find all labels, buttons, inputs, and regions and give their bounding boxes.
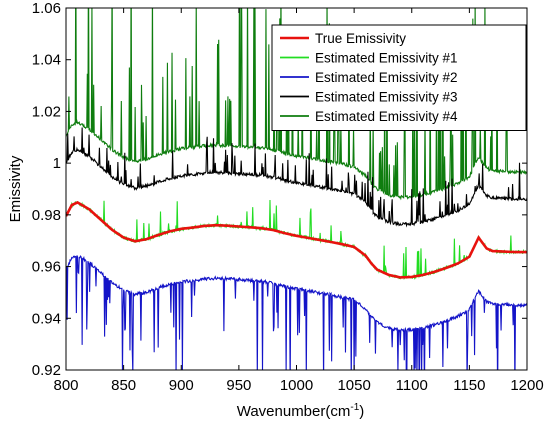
y-tick-label: 1.04 (32, 52, 61, 69)
x-axis-title: Wavenumber(cm-1) (237, 402, 365, 420)
legend-label: Estimated Emissivity #2 (315, 70, 458, 85)
series-line-estimated-2 (66, 255, 527, 370)
y-tick-label: 0.94 (32, 310, 61, 327)
x-tick-label: 1100 (396, 377, 428, 394)
y-axis-title: Emissivity (7, 155, 24, 222)
axis-ticks: 800 850 900 950 1000 1050 1100 1150 1200 0.92 0.94… (32, 0, 544, 394)
y-tick-label: 0.98 (32, 207, 61, 224)
legend-label: True Emissivity (315, 31, 406, 46)
series-line-estimated-1 (66, 200, 527, 281)
x-tick-label: 1150 (453, 377, 485, 394)
y-tick-label: 0.92 (32, 362, 61, 379)
legend-label: Estimated Emissivity #3 (315, 90, 458, 105)
y-tick-label: 1.06 (32, 0, 61, 17)
x-tick-label: 850 (111, 377, 136, 394)
legend: True Emissivity Estimated Emissivity #1 Es… (271, 24, 527, 131)
x-axis-title-superscript: -1 (350, 402, 359, 413)
x-tick-label: 1000 (280, 377, 313, 394)
x-tick-label: 1050 (337, 377, 370, 394)
x-tick-label: 950 (226, 377, 251, 394)
x-axis-title-main: Wavenumber(cm (237, 403, 351, 420)
legend-label: Estimated Emissivity #1 (315, 51, 458, 66)
x-tick-label: 800 (53, 377, 78, 394)
series-line-estimated-4 (66, 8, 527, 201)
plot-series-group (66, 8, 527, 370)
y-tick-label: 1 (53, 155, 61, 172)
x-tick-label: 1200 (510, 377, 543, 394)
y-tick-label: 0.96 (32, 259, 61, 276)
y-tick-label: 1.02 (32, 103, 61, 120)
legend-box (271, 24, 527, 131)
series-line-true-emissivity (66, 200, 527, 279)
series-line-estimated-3 (66, 127, 527, 228)
x-tick-label: 900 (169, 377, 194, 394)
x-axis-title-suffix: ) (359, 403, 364, 420)
legend-label: Estimated Emissivity #4 (315, 109, 458, 124)
